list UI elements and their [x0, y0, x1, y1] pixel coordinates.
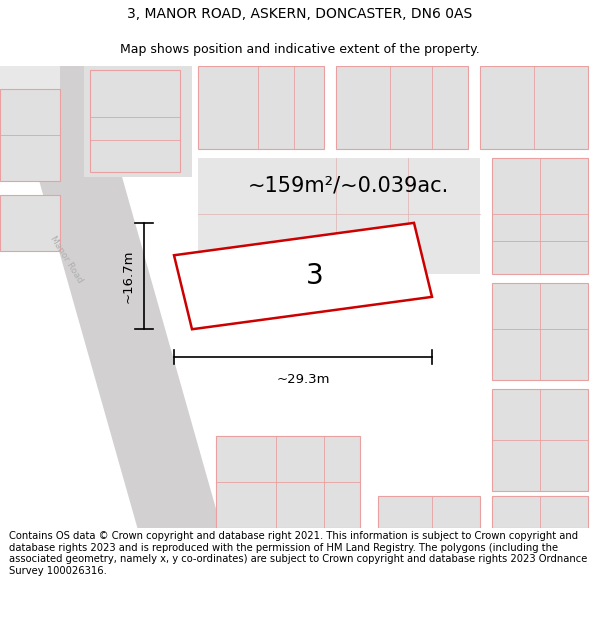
Text: ~29.3m: ~29.3m	[276, 373, 330, 386]
Polygon shape	[90, 70, 180, 172]
Text: Manor Road: Manor Road	[48, 235, 84, 285]
Polygon shape	[0, 66, 60, 181]
Polygon shape	[492, 496, 588, 528]
Polygon shape	[492, 283, 588, 380]
Polygon shape	[480, 66, 588, 149]
Polygon shape	[492, 389, 588, 491]
Polygon shape	[492, 158, 588, 274]
Polygon shape	[0, 195, 60, 251]
Polygon shape	[216, 436, 360, 528]
Text: Contains OS data © Crown copyright and database right 2021. This information is : Contains OS data © Crown copyright and d…	[9, 531, 587, 576]
Text: 3: 3	[306, 262, 324, 290]
Polygon shape	[336, 66, 468, 149]
Polygon shape	[378, 496, 480, 528]
Text: ~16.7m: ~16.7m	[122, 249, 135, 302]
Text: ~159m²/~0.039ac.: ~159m²/~0.039ac.	[247, 176, 449, 196]
Polygon shape	[198, 158, 480, 274]
Polygon shape	[0, 89, 60, 181]
Polygon shape	[0, 42, 228, 551]
Polygon shape	[198, 66, 324, 149]
Text: Map shows position and indicative extent of the property.: Map shows position and indicative extent…	[120, 42, 480, 56]
Text: 3, MANOR ROAD, ASKERN, DONCASTER, DN6 0AS: 3, MANOR ROAD, ASKERN, DONCASTER, DN6 0A…	[127, 8, 473, 21]
Polygon shape	[174, 223, 432, 329]
Polygon shape	[84, 66, 192, 177]
